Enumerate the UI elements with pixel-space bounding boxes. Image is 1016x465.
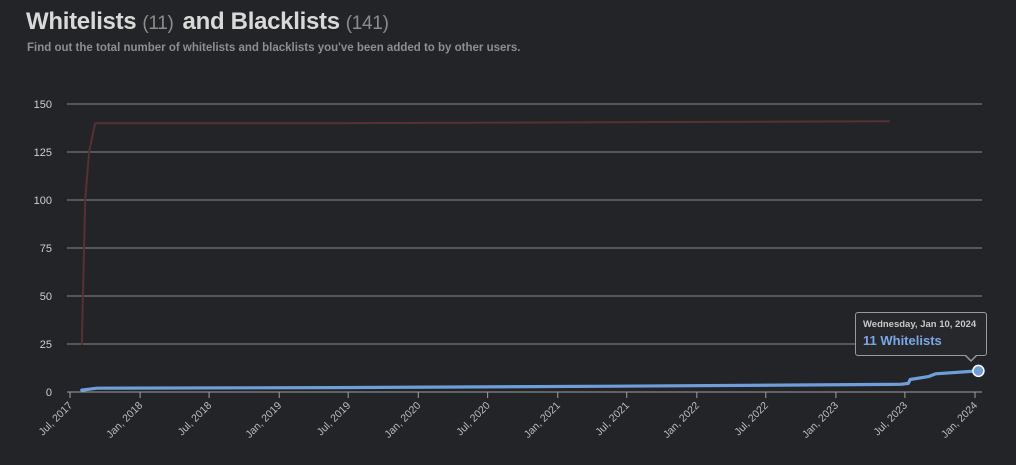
page-title: Whitelists (11) and Blacklists (141) [26,8,389,36]
x-tick-label: Jan, 2024 [939,400,980,441]
x-tick-label: Jan, 2019 [243,400,284,441]
y-tick-label: 50 [40,291,52,303]
y-tick-label: 150 [34,99,52,111]
x-tick-label: Jul, 2017 [36,400,75,439]
whitelist-count: (11) [142,13,174,34]
title-and-blacklists: and Blacklists [182,8,341,35]
x-tick-label: Jul, 2019 [315,400,354,439]
x-tick-label: Jan, 2020 [382,400,423,441]
title-whitelists: Whitelists [26,8,137,35]
blacklists-series-line [80,120,890,345]
blacklist-count: (141) [345,13,389,34]
chart-tooltip: Wednesday, Jan 10, 2024 11 Whitelists [855,312,987,356]
x-tick-label: Jul, 2022 [732,400,771,439]
y-tick-label: 0 [46,387,52,399]
whitelists-series-line [80,369,980,392]
y-tick-label: 25 [40,339,52,351]
x-tick-label: Jul, 2020 [454,400,493,439]
x-tick-label: Jul, 2021 [593,400,632,439]
y-tick-label: 75 [40,243,52,255]
tooltip-date: Wednesday, Jan 10, 2024 [863,319,977,330]
page-subtitle: Find out the total number of whitelists … [27,42,521,54]
y-tick-label: 100 [34,195,52,207]
x-tick-label: Jan, 2023 [800,400,841,441]
highlight-point[interactable] [972,364,985,378]
x-tick-label: Jan, 2018 [104,400,145,441]
x-tick-label: Jul, 2018 [176,400,215,439]
x-tick-label: Jan, 2022 [661,400,702,441]
x-tick-label: Jan, 2021 [522,400,563,441]
y-tick-label: 125 [34,147,52,159]
x-tick-label: Jul, 2023 [871,400,910,439]
tooltip-value: 11 Whitelists [863,333,942,348]
